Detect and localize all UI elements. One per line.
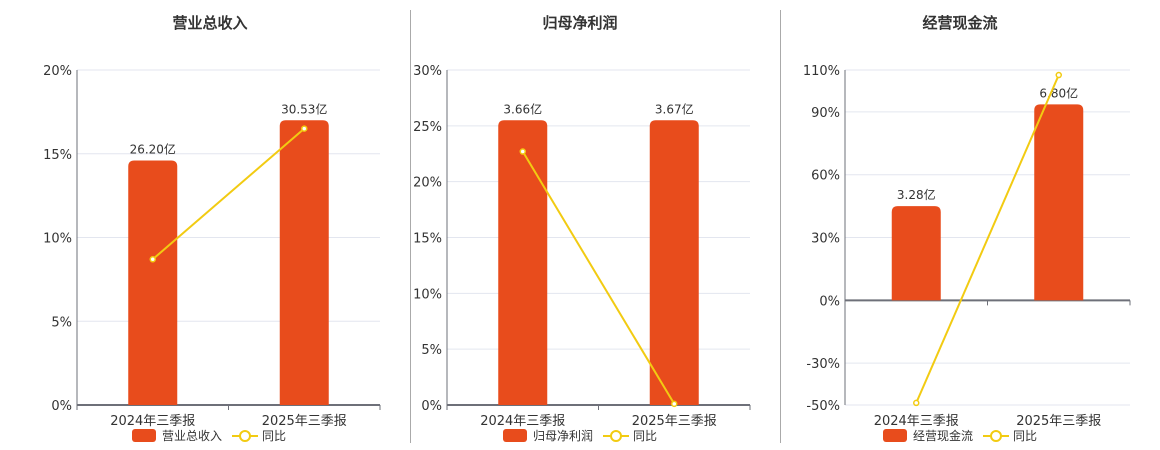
legend-bar-label[interactable]: 归母净利润: [533, 429, 594, 443]
legend-line-icon[interactable]: [603, 429, 630, 443]
y-tick-label: 60%: [811, 169, 840, 184]
legend-bar-swatch[interactable]: [132, 429, 156, 442]
x-tick-label: 2025年三季报: [1016, 414, 1101, 429]
bar-value-label: 26.20亿: [130, 141, 176, 156]
y-tick-label: -30%: [806, 357, 840, 372]
yoy-point: [1055, 71, 1062, 79]
yoy-point: [519, 148, 526, 155]
legend-line-icon[interactable]: [983, 429, 1010, 443]
panel-separator-1: [410, 10, 411, 443]
legend-line-icon[interactable]: [232, 429, 259, 443]
yoy-line: [521, 151, 676, 405]
y-tick-label: 10%: [413, 287, 442, 302]
y-tick-label: 15%: [413, 232, 442, 247]
legend-line-label[interactable]: 同比: [262, 429, 287, 443]
legend-line-label[interactable]: 同比: [633, 429, 658, 443]
y-tick-label: 20%: [413, 176, 442, 191]
chart-title-cashflow: 经营现金流: [922, 14, 998, 32]
bar: [1034, 104, 1084, 301]
yoy-point: [301, 125, 308, 132]
legend-bar-swatch[interactable]: [503, 429, 527, 442]
y-tick-label: 15%: [43, 148, 72, 163]
legend-bar-label[interactable]: 经营现金流: [913, 429, 974, 443]
legend-bar-label[interactable]: 营业总收入: [162, 429, 223, 443]
bar-value-label: 3.28亿: [897, 187, 936, 202]
y-tick-label: 0%: [51, 399, 72, 414]
yoy-line: [152, 127, 305, 261]
y-tick-label: 110%: [803, 64, 840, 79]
y-tick-label: 30%: [413, 64, 442, 79]
bar-value-label: 3.67亿: [655, 101, 694, 116]
x-tick-label: 2025年三季报: [632, 414, 717, 429]
bar: [649, 120, 699, 405]
x-tick-label: 2025年三季报: [262, 414, 347, 429]
y-tick-label: 5%: [421, 343, 442, 358]
y-tick-label: 5%: [51, 315, 72, 330]
legend-net-profit: 归母净利润 同比: [503, 427, 657, 444]
x-tick-label: 2024年三季报: [480, 414, 565, 429]
legend-revenue: 营业总收入 同比: [132, 427, 286, 444]
y-tick-label: 0%: [421, 399, 442, 414]
y-tick-label: -50%: [806, 399, 840, 414]
legend-line-label[interactable]: 同比: [1013, 429, 1038, 443]
bar-value-label: 3.66亿: [503, 101, 542, 116]
chart-title-net-profit: 归母净利润: [542, 14, 618, 32]
yoy-line: [915, 74, 1060, 404]
bar: [891, 206, 941, 301]
y-tick-label: 10%: [43, 232, 72, 247]
legend-cashflow: 经营现金流 同比: [883, 427, 1037, 444]
bar: [128, 160, 178, 405]
yoy-point: [149, 256, 156, 263]
yoy-point: [671, 400, 678, 408]
y-tick-label: 30%: [811, 232, 840, 247]
y-tick-label: 20%: [43, 64, 72, 79]
bar-value-label: 30.53亿: [281, 101, 327, 116]
y-tick-label: 0%: [819, 294, 840, 309]
panel-separator-2: [780, 10, 781, 443]
x-tick-label: 2024年三季报: [874, 414, 959, 429]
x-tick-label: 2024年三季报: [110, 414, 195, 429]
bar-value-label: 6.80亿: [1039, 85, 1078, 100]
bar: [498, 120, 548, 405]
legend-bar-swatch[interactable]: [883, 429, 907, 442]
yoy-point: [913, 399, 920, 407]
y-tick-label: 90%: [811, 106, 840, 121]
chart-title-revenue: 营业总收入: [172, 14, 248, 32]
y-tick-label: 25%: [413, 120, 442, 135]
bar: [279, 120, 329, 405]
